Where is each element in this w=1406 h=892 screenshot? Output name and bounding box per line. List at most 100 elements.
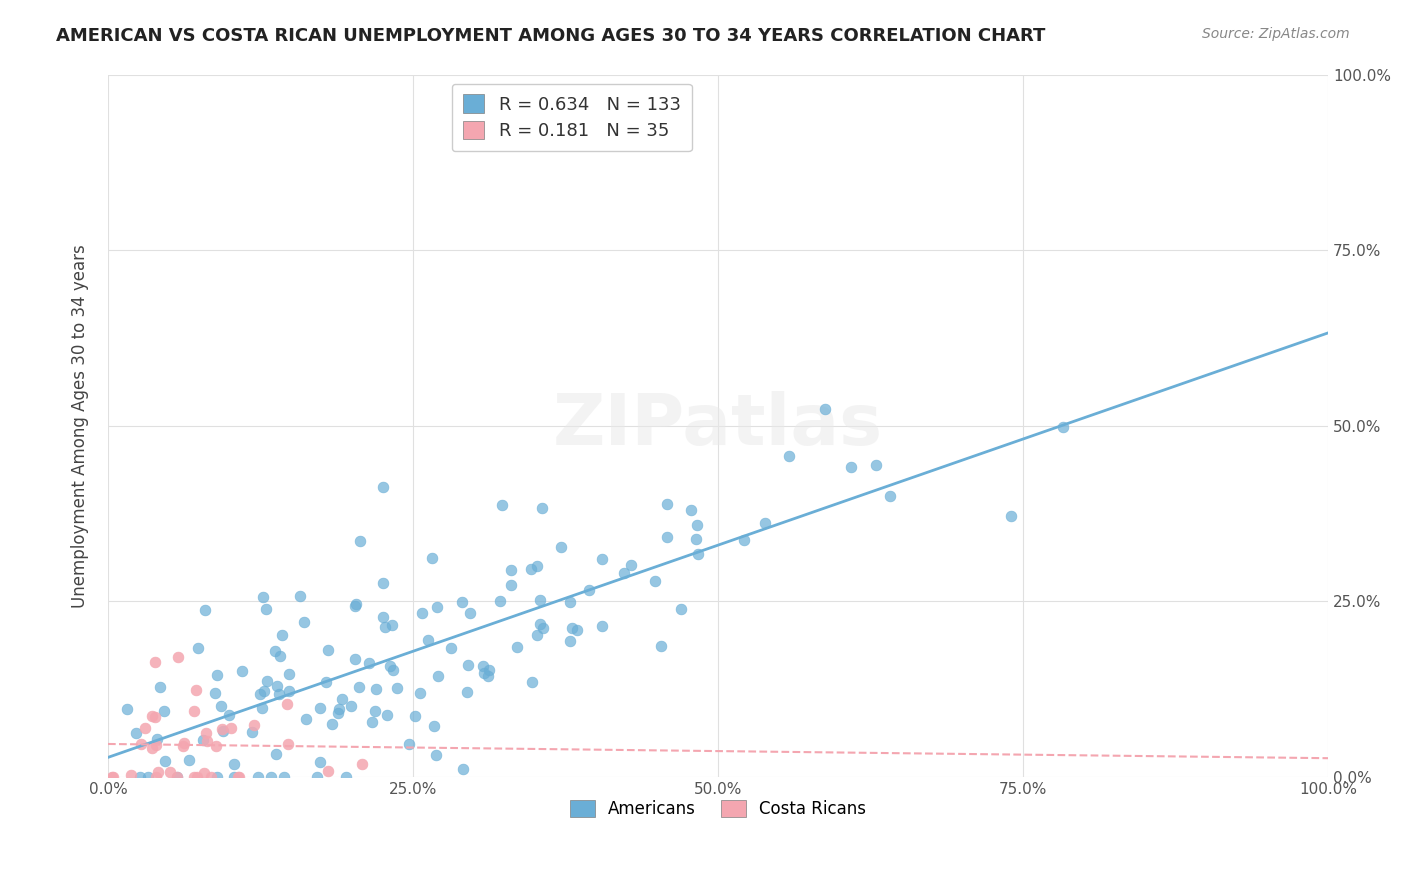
Point bbox=[166, 650, 188, 665]
Point bbox=[266, 679, 288, 693]
Point bbox=[340, 698, 363, 713]
Point bbox=[385, 681, 408, 695]
Point bbox=[186, 682, 208, 697]
Point bbox=[273, 770, 295, 784]
Point bbox=[477, 663, 499, 677]
Point bbox=[491, 498, 513, 512]
Text: AMERICAN VS COSTA RICAN UNEMPLOYMENT AMONG AGES 30 TO 34 YEARS CORRELATION CHART: AMERICAN VS COSTA RICAN UNEMPLOYMENT AMO… bbox=[56, 27, 1046, 45]
Point bbox=[254, 602, 277, 616]
Point bbox=[242, 724, 264, 739]
Point bbox=[591, 619, 613, 633]
Point bbox=[499, 563, 522, 577]
Point bbox=[352, 756, 374, 771]
Point bbox=[644, 574, 666, 589]
Point bbox=[271, 628, 294, 642]
Text: ZIPatlas: ZIPatlas bbox=[553, 392, 883, 460]
Point bbox=[529, 617, 551, 632]
Point bbox=[550, 540, 572, 554]
Point bbox=[172, 739, 194, 753]
Point bbox=[371, 609, 394, 624]
Point bbox=[305, 770, 328, 784]
Point bbox=[578, 583, 600, 598]
Point bbox=[477, 668, 499, 682]
Point bbox=[416, 633, 439, 648]
Point bbox=[278, 684, 301, 698]
Point bbox=[153, 704, 176, 718]
Point bbox=[159, 765, 181, 780]
Point bbox=[315, 674, 337, 689]
Point bbox=[531, 621, 554, 635]
Point bbox=[308, 701, 330, 715]
Point bbox=[256, 674, 278, 689]
Point bbox=[269, 648, 291, 663]
Point bbox=[145, 770, 167, 784]
Point bbox=[250, 701, 273, 715]
Point bbox=[276, 697, 298, 711]
Point bbox=[228, 770, 250, 784]
Point bbox=[200, 770, 222, 784]
Point bbox=[686, 518, 709, 533]
Point bbox=[328, 706, 350, 721]
Point bbox=[359, 656, 381, 670]
Point bbox=[565, 623, 588, 637]
Point bbox=[231, 664, 253, 678]
Point bbox=[426, 600, 449, 615]
Point bbox=[177, 753, 200, 767]
Point bbox=[373, 480, 395, 494]
Legend: Americans, Costa Ricans: Americans, Costa Ricans bbox=[564, 793, 873, 825]
Point bbox=[344, 597, 367, 611]
Point bbox=[277, 737, 299, 751]
Point bbox=[381, 663, 404, 677]
Point bbox=[173, 736, 195, 750]
Point bbox=[558, 634, 581, 648]
Point bbox=[371, 576, 394, 591]
Point bbox=[219, 721, 242, 735]
Point bbox=[506, 640, 529, 654]
Point bbox=[404, 709, 426, 723]
Point bbox=[129, 737, 152, 751]
Point bbox=[440, 640, 463, 655]
Point bbox=[321, 716, 343, 731]
Point bbox=[349, 680, 371, 694]
Point bbox=[243, 718, 266, 732]
Point bbox=[292, 615, 315, 629]
Point bbox=[309, 755, 332, 769]
Point bbox=[264, 747, 287, 761]
Point bbox=[375, 708, 398, 723]
Point bbox=[138, 770, 160, 784]
Text: Source: ZipAtlas.com: Source: ZipAtlas.com bbox=[1202, 27, 1350, 41]
Point bbox=[191, 732, 214, 747]
Point bbox=[681, 503, 703, 517]
Point bbox=[561, 622, 583, 636]
Point bbox=[814, 401, 837, 416]
Point bbox=[451, 595, 474, 609]
Point bbox=[134, 721, 156, 735]
Y-axis label: Unemployment Among Ages 30 to 34 years: Unemployment Among Ages 30 to 34 years bbox=[72, 244, 89, 607]
Point bbox=[149, 680, 172, 694]
Point bbox=[650, 639, 672, 653]
Point bbox=[669, 602, 692, 616]
Point bbox=[451, 762, 474, 776]
Point bbox=[657, 530, 679, 544]
Point bbox=[204, 686, 226, 700]
Point bbox=[253, 684, 276, 698]
Point bbox=[754, 516, 776, 531]
Point bbox=[529, 593, 551, 607]
Point bbox=[211, 723, 233, 737]
Point bbox=[685, 532, 707, 546]
Point bbox=[120, 768, 142, 782]
Point bbox=[620, 558, 643, 572]
Point bbox=[398, 737, 420, 751]
Point bbox=[519, 562, 541, 576]
Point bbox=[879, 489, 901, 503]
Point bbox=[865, 458, 887, 473]
Point bbox=[205, 770, 228, 784]
Point bbox=[733, 533, 755, 548]
Point bbox=[343, 599, 366, 614]
Point bbox=[277, 667, 299, 681]
Point bbox=[374, 620, 396, 634]
Point bbox=[381, 618, 404, 632]
Point bbox=[361, 715, 384, 730]
Point bbox=[520, 674, 543, 689]
Point bbox=[1052, 420, 1074, 434]
